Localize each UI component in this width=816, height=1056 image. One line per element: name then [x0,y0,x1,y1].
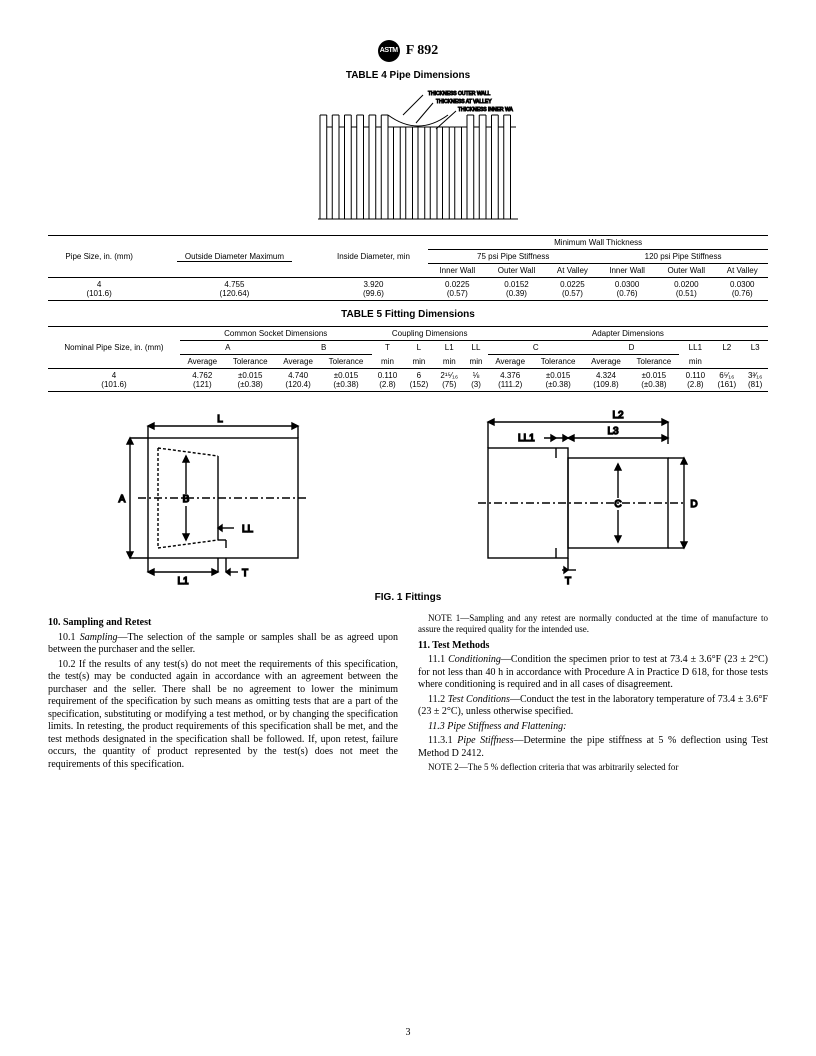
th-nps: Nominal Pipe Size, in. (mm) [48,327,180,369]
table5: Nominal Pipe Size, in. (mm) Common Socke… [48,326,768,392]
th-C-avg: Average [488,355,533,369]
th-L1: L1 [434,341,464,355]
th-C-tol: Tolerance [533,355,584,369]
para-11-1: 11.1 Conditioning—Condition the specimen… [418,654,768,692]
body-text: 10. Sampling and Retest 10.1 Sampling—Th… [48,613,768,774]
note-1: NOTE 1—Sampling and any retest are norma… [418,613,768,636]
th-L: L [403,341,434,355]
svg-text:L: L [217,414,223,425]
svg-text:LL1: LL1 [518,433,535,444]
th-coupling: Coupling Dimensions [372,327,488,341]
th-75-inner: Inner Wall [428,264,486,278]
label-thickness-outer: THICKNESS OUTER WALL [428,91,491,97]
para-11-3: 11.3 Pipe Stiffness and Flattening: [418,721,768,734]
svg-text:T: T [565,576,571,587]
label-thickness-inner: THICKNESS INNER WA [458,107,513,113]
th-T: T [372,341,404,355]
para-10-1: 10.1 Sampling—The selection of the sampl… [48,632,398,657]
para-11-2: 11.2 Test Conditions—Conduct the test in… [418,694,768,719]
para-10-2: 10.2 If the results of any test(s) do no… [48,659,398,772]
svg-text:C: C [614,499,621,510]
th-120-outer: Outer Wall [656,264,716,278]
svg-text:D: D [690,499,697,510]
table4-title: TABLE 4 Pipe Dimensions [48,70,768,81]
svg-text:T: T [242,568,248,579]
table4-row: 4(101.6) 4.755(120.64) 3.920(99.6) 0.022… [48,278,768,301]
th-A-avg: Average [180,355,225,369]
th-adapter: Adapter Dimensions [488,327,768,341]
adapter-diagram: L2 LL1 L3 C D [448,408,708,588]
th-L3: L3 [742,341,768,355]
th-B-tol: Tolerance [320,355,371,369]
table5-title: TABLE 5 Fitting Dimensions [48,309,768,320]
spec-number: F 892 [406,43,439,59]
th-B-avg: Average [276,355,321,369]
svg-text:L1: L1 [177,576,189,587]
svg-text:L3: L3 [607,426,619,437]
th-D: D [584,341,680,355]
th-D-avg: Average [584,355,629,369]
svg-text:L2: L2 [612,410,624,421]
section-10-head: 10. Sampling and Retest [48,617,398,630]
th-120psi: 120 psi Pipe Stiffness [598,250,768,264]
th-120-valley: At Valley [717,264,768,278]
th-75-outer: Outer Wall [486,264,546,278]
th-common: Common Socket Dimensions [180,327,372,341]
th-C: C [488,341,584,355]
svg-text:A: A [119,494,126,505]
th-B: B [276,341,372,355]
para-11-3-1: 11.3.1 Pipe Stiffness—Determine the pipe… [418,735,768,760]
spec-header: ASTM F 892 [48,40,768,62]
pipe-cross-section-diagram: THICKNESS OUTER WALL THICKNESS AT VALLEY… [308,87,508,227]
th-L1-min: min [434,355,464,369]
th-75-valley: At Valley [547,264,598,278]
label-thickness-valley: THICKNESS AT VALLEY [436,99,492,105]
th-LL1: LL1 [679,341,711,355]
coupling-diagram: L A B LL L1 T [108,408,328,588]
fitting-diagrams: L A B LL L1 T [48,408,768,588]
page-number: 3 [0,1027,816,1038]
section-11-head: 11. Test Methods [418,640,768,653]
th-od: Outside Diameter Maximum [150,236,318,278]
note-2: NOTE 2—The 5 % deflection criteria that … [418,762,768,773]
th-T-min: min [372,355,404,369]
table5-row: 4(101.6) 4.762(121) ±0.015(±0.38) 4.740(… [48,369,768,392]
th-LL: LL [464,341,488,355]
th-pipe-size: Pipe Size, in. (mm) [48,236,150,278]
th-D-tol: Tolerance [628,355,679,369]
svg-text:B: B [183,494,190,505]
th-L2: L2 [711,341,742,355]
th-75psi: 75 psi Pipe Stiffness [428,250,598,264]
svg-text:LL: LL [242,524,254,535]
th-mwt: Minimum Wall Thickness [428,236,768,250]
fig1-caption: FIG. 1 Fittings [48,592,768,603]
th-id: Inside Diameter, min [319,236,429,278]
th-A: A [180,341,276,355]
th-A-tol: Tolerance [225,355,276,369]
table4: Pipe Size, in. (mm) Outside Diameter Max… [48,235,768,301]
astm-logo-icon: ASTM [378,40,400,62]
th-LL1-min: min [679,355,711,369]
th-120-inner: Inner Wall [598,264,656,278]
th-LL-min: min [464,355,488,369]
th-L-min: min [403,355,434,369]
